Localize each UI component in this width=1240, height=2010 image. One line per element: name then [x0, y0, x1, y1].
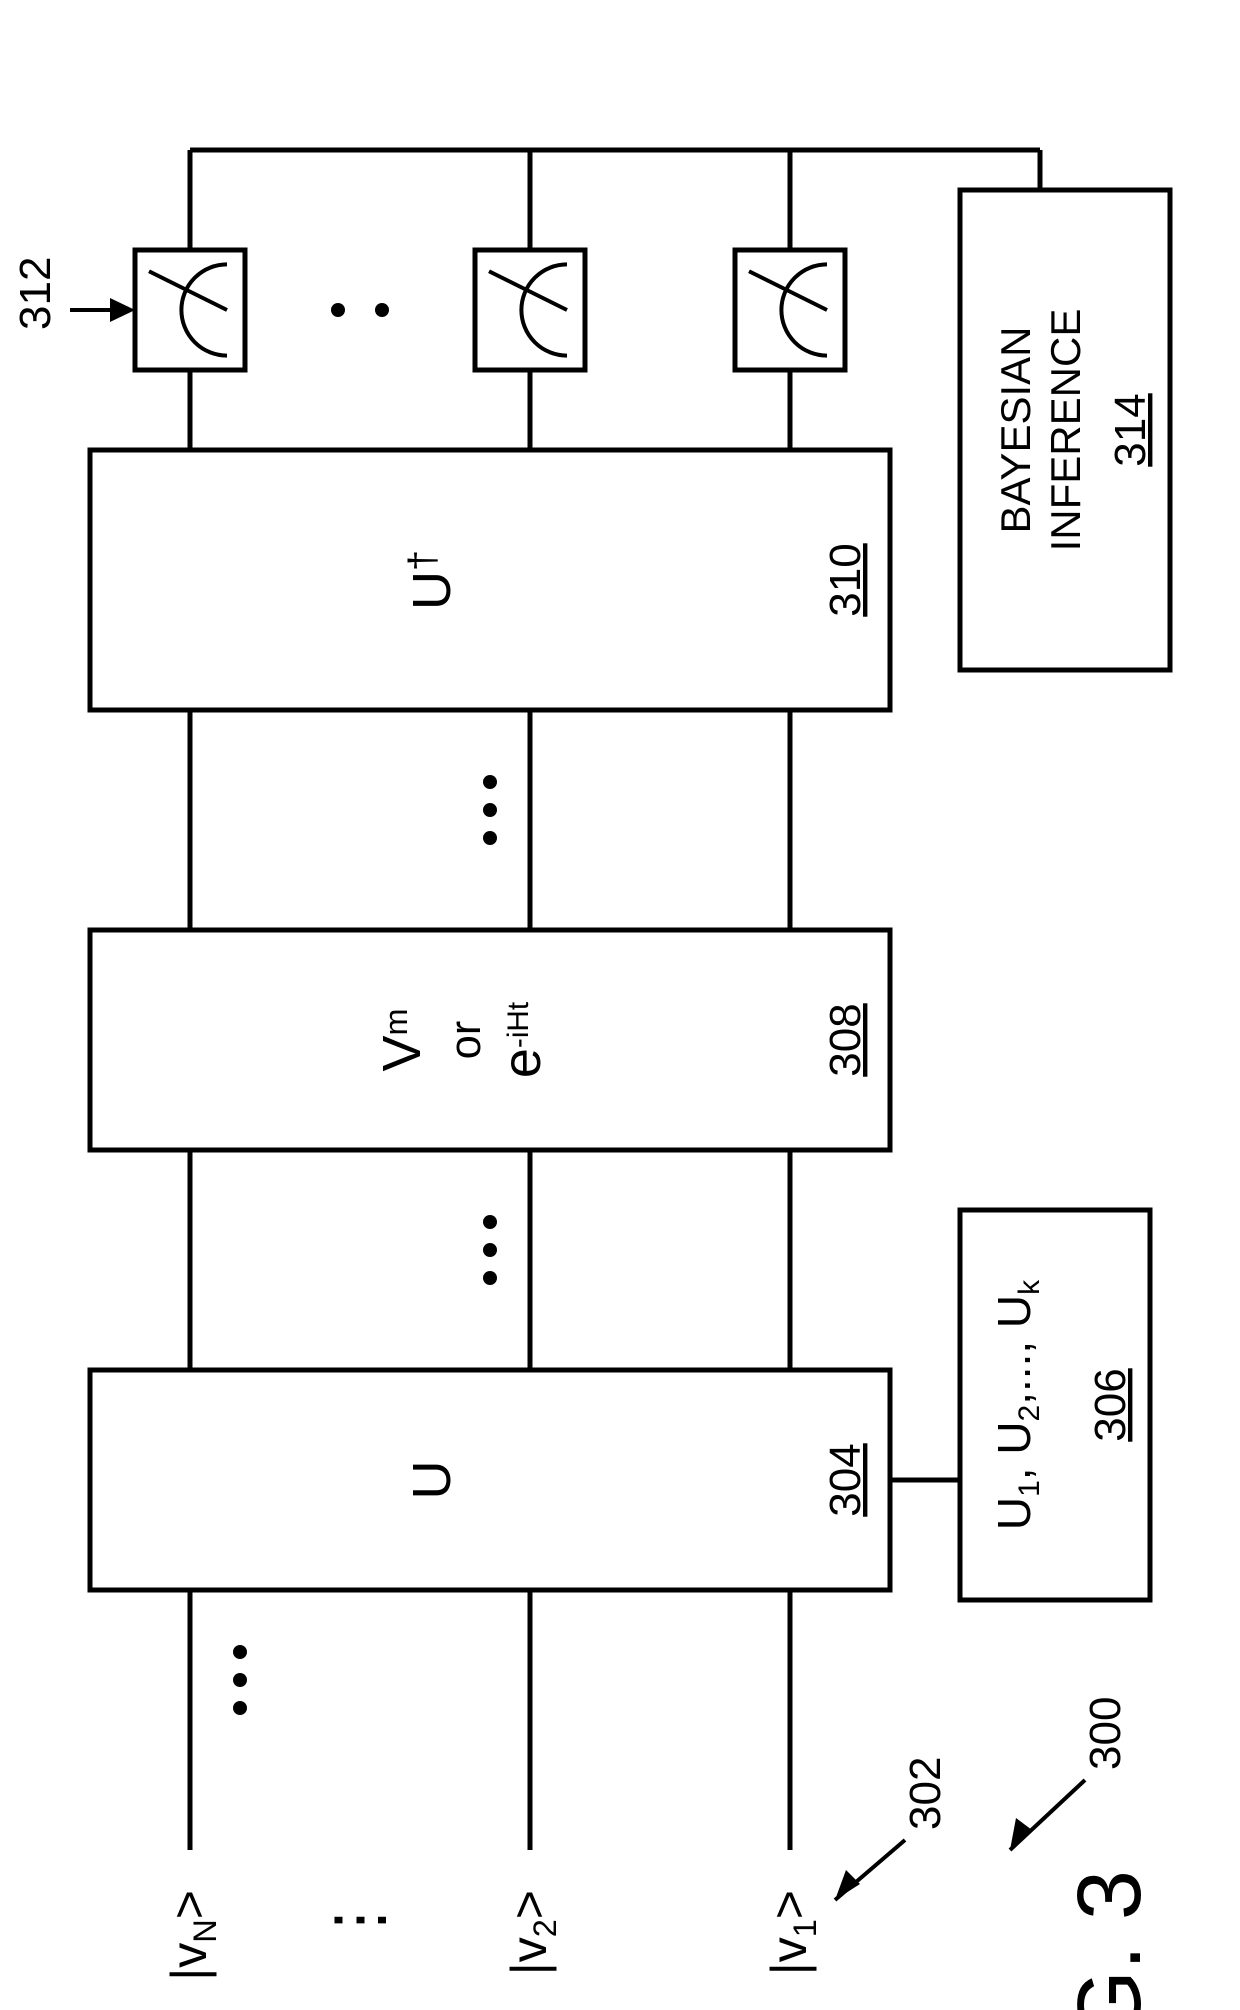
ref-300: 300 [1081, 1697, 1130, 1770]
ref-310: 310 [821, 543, 870, 616]
vdots-kets: ⋮ [322, 1888, 394, 1952]
ket-vN: |vN> [161, 1890, 223, 1981]
measure-N [135, 250, 245, 370]
measure-2 [475, 250, 585, 370]
hdots [483, 1243, 497, 1257]
hdots [483, 775, 497, 789]
ref-312: 312 [11, 257, 60, 330]
ref-308: 308 [821, 1003, 870, 1076]
hdots [233, 1673, 247, 1687]
hdots [233, 1701, 247, 1715]
ref-306: 306 [1086, 1368, 1135, 1441]
bayes-line2: INFERENCE [1042, 309, 1089, 552]
block-V [90, 930, 890, 1150]
figure-label: FIG. 3 [1060, 1870, 1160, 2010]
hdots [483, 1271, 497, 1285]
hdots [483, 803, 497, 817]
ref-304: 304 [821, 1443, 870, 1516]
hdots [233, 1645, 247, 1659]
label-U: U [402, 1461, 462, 1500]
ket-v2: |v2> [501, 1890, 563, 1975]
bayes-line1: BAYESIAN [992, 327, 1039, 534]
block-U [90, 1370, 890, 1590]
vdots-meters [331, 303, 345, 317]
measure-1 [735, 250, 845, 370]
ref-302: 302 [901, 1757, 950, 1830]
hdots [483, 1215, 497, 1229]
hdots [483, 831, 497, 845]
label-or: or [442, 1021, 490, 1059]
arrowhead-312 [110, 298, 135, 322]
ket-v1: |v1> [761, 1890, 823, 1975]
block-Udagger [90, 450, 890, 710]
arrowhead-302 [835, 1870, 860, 1900]
ref-314: 314 [1106, 393, 1155, 466]
